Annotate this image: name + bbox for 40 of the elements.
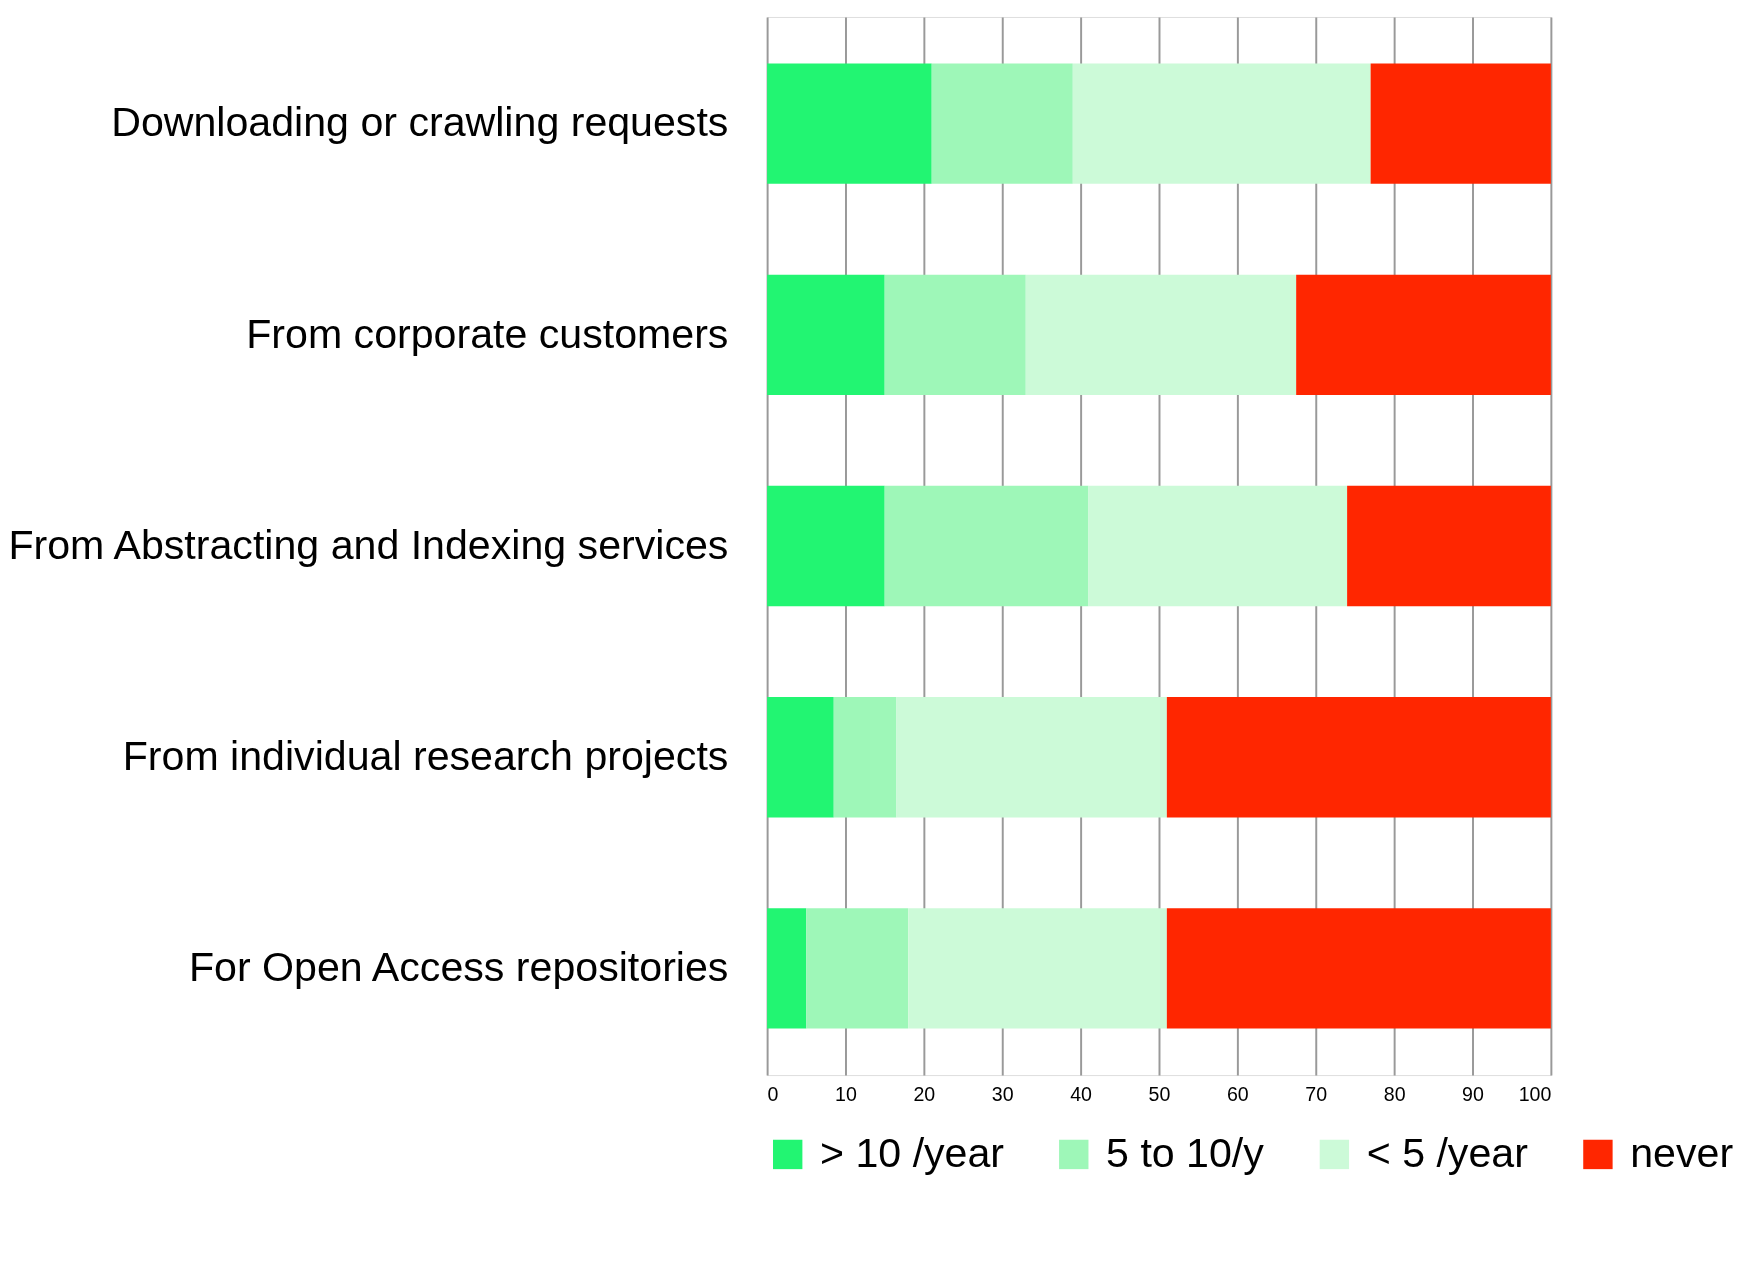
bar [1088, 485, 1348, 607]
bar [767, 697, 834, 818]
y-tick-label: For Open Access repositories [188, 944, 729, 991]
bar [767, 908, 807, 1029]
bar [1347, 485, 1551, 607]
legend-label: 5 to 10/y [1106, 1130, 1265, 1177]
x-tick-label: 50 [1148, 1083, 1171, 1106]
legend-label: never [1630, 1130, 1734, 1177]
bar [1072, 63, 1371, 184]
bar [1370, 63, 1551, 184]
bar [884, 485, 1089, 607]
bar [767, 274, 885, 396]
x-tick-label: 80 [1383, 1083, 1406, 1106]
bar [1166, 697, 1551, 818]
x-tick-label: 90 [1462, 1083, 1484, 1106]
bar [908, 908, 1167, 1029]
x-tick-label: 100 [1518, 1083, 1552, 1106]
y-tick-label: From individual research projects [122, 732, 729, 779]
bar [767, 63, 932, 184]
x-tick-label: 70 [1305, 1083, 1328, 1106]
y-tick-label: From Abstracting and Indexing services [8, 521, 729, 568]
x-tick-label: 40 [1070, 1083, 1093, 1106]
y-tick-label: From corporate customers [246, 310, 729, 357]
bar [1166, 908, 1551, 1029]
bar [931, 63, 1073, 184]
x-tick-label: 20 [913, 1083, 936, 1106]
y-tick-label: Downloading or crawling requests [111, 99, 729, 146]
legend-label: < 5 /year [1366, 1130, 1529, 1177]
legend-label: > 10 /year [820, 1130, 1005, 1177]
bar [767, 485, 885, 607]
bar [806, 908, 909, 1029]
bar [833, 697, 897, 818]
x-tick-label: 0 [767, 1083, 779, 1106]
x-tick-label: 60 [1226, 1083, 1249, 1106]
bar [1025, 274, 1297, 396]
x-tick-label: 10 [835, 1083, 857, 1106]
x-tick-label: 30 [991, 1083, 1014, 1106]
bar [896, 697, 1167, 818]
bar [884, 274, 1026, 396]
bar [1296, 274, 1551, 396]
